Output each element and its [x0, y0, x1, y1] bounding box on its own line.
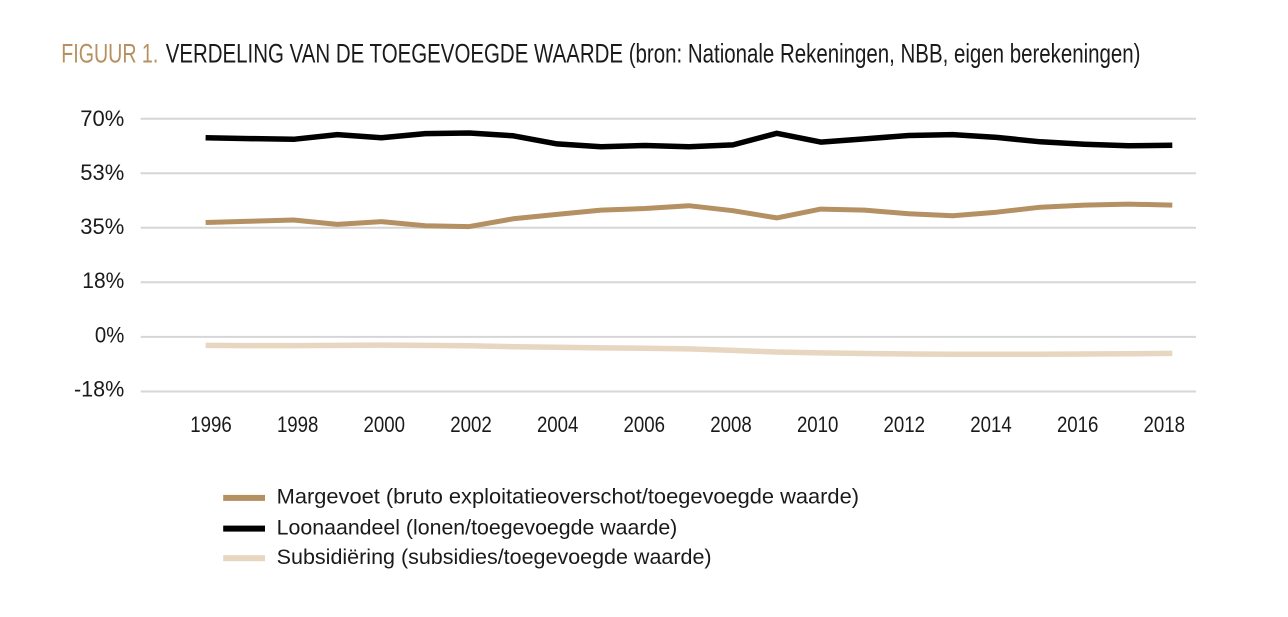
svg-text:2012: 2012	[884, 412, 926, 437]
svg-text:18%: 18%	[82, 268, 124, 293]
svg-text:Margevoet (bruto exploitatieov: Margevoet (bruto exploitatieoverschot/to…	[277, 486, 859, 509]
svg-text:70%: 70%	[80, 106, 124, 131]
svg-text:2000: 2000	[364, 412, 406, 437]
svg-text:VERDELING VAN DE TOEGEVOEGDE W: VERDELING VAN DE TOEGEVOEGDE WAARDE (bro…	[166, 39, 1141, 69]
svg-text:1998: 1998	[277, 412, 319, 437]
svg-text:2018: 2018	[1144, 412, 1186, 437]
svg-text:FIGUUR 1.: FIGUUR 1.	[61, 39, 158, 69]
svg-text:53%: 53%	[80, 160, 124, 185]
svg-text:2010: 2010	[797, 412, 839, 437]
svg-text:Loonaandeel (lonen/toegevoegde: Loonaandeel (lonen/toegevoegde waarde)	[277, 516, 678, 539]
svg-text:2006: 2006	[624, 412, 666, 437]
svg-text:35%: 35%	[80, 214, 124, 239]
svg-text:2002: 2002	[450, 412, 492, 437]
svg-text:2016: 2016	[1057, 412, 1099, 437]
svg-text:2014: 2014	[970, 412, 1012, 437]
svg-text:0%: 0%	[95, 322, 124, 347]
svg-text:Subsidiëring (subsidies/toegev: Subsidiëring (subsidies/toegevoegde waar…	[277, 546, 712, 569]
svg-text:1996: 1996	[190, 412, 232, 437]
svg-text:2004: 2004	[537, 412, 579, 437]
svg-text:2008: 2008	[710, 412, 752, 437]
svg-text:-18%: -18%	[74, 376, 124, 401]
